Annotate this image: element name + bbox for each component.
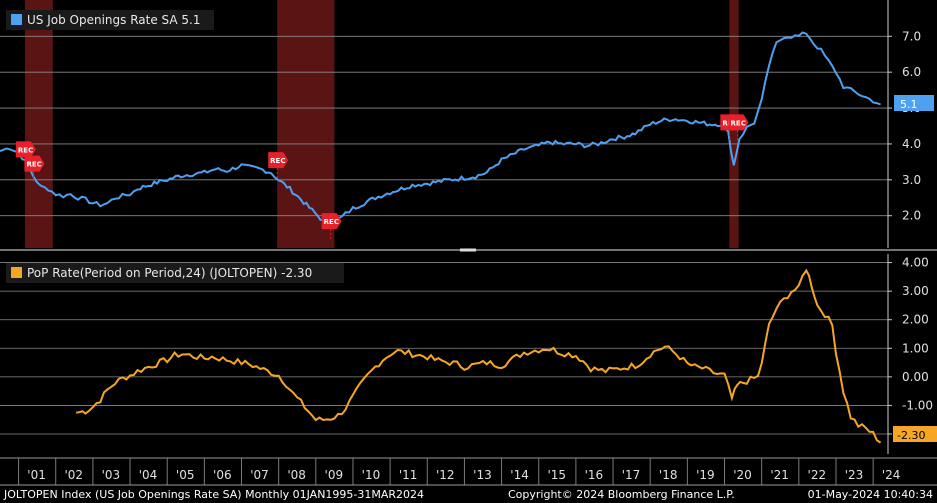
rec-marker[interactable]: REC (268, 152, 289, 181)
x-tick-label: '20 (733, 468, 752, 482)
x-tick-label: '10 (362, 468, 381, 482)
x-tick-label: '17 (622, 468, 641, 482)
y-tick-label: 6.0 (902, 65, 921, 79)
rec-marker-label: REC (270, 157, 285, 165)
top-legend-swatch (11, 14, 22, 25)
rec-marker[interactable]: REC (24, 155, 45, 184)
top-legend-box (6, 10, 214, 30)
x-tick-label: '06 (213, 468, 232, 482)
rec-marker-flag (268, 152, 289, 169)
top-badge-value: 5.1 (900, 98, 918, 111)
bottom-panel: -2.00-1.000.001.002.003.004.00 PoP Rate(… (0, 254, 937, 454)
rec-marker-flag (321, 213, 342, 230)
x-tick-label: '08 (287, 468, 306, 482)
rec-marker-flag (24, 155, 45, 172)
recession-band (24, 0, 53, 248)
x-tick-label: '19 (696, 468, 715, 482)
rec-marker-label: REC (324, 218, 339, 226)
x-tick-label: '02 (64, 468, 83, 482)
top-y-axis: 2.03.04.05.06.07.0 (887, 0, 921, 248)
rec-marker-label: REC (18, 146, 33, 154)
bottom-y-axis: -2.00-1.000.001.002.003.004.00 (887, 254, 933, 454)
rec-marker[interactable]: REC (321, 213, 342, 242)
rec-marker[interactable]: REC (728, 114, 749, 143)
x-tick-label: '03 (102, 468, 121, 482)
top-legend-label: US Job Openings Rate SA 5.1 (27, 13, 200, 27)
x-tick-label: '11 (399, 468, 418, 482)
y-tick-label: 2.0 (902, 209, 921, 223)
job-openings-rate-line (0, 31, 881, 226)
x-tick-label: '21 (770, 468, 789, 482)
y-tick-label: 4.00 (902, 256, 929, 270)
bottom-legend[interactable]: PoP Rate(Period on Period,24) (JOLTOPEN)… (6, 263, 344, 283)
footer-index-info: JOLTOPEN Index (US Job Openings Rate SA)… (3, 488, 424, 501)
y-tick-label: 3.00 (902, 284, 929, 298)
footer-copyright: Copyright© 2024 Bloomberg Finance L.P. (508, 488, 735, 501)
top-gridlines (0, 35, 888, 217)
y-tick-label: 0.00 (902, 370, 929, 384)
bottom-legend-box (6, 263, 344, 283)
rec-marker-flag (15, 141, 36, 158)
bottom-badge-bg (893, 426, 937, 442)
y-tick-label: 1.00 (902, 341, 929, 355)
y-tick-label: 4.0 (902, 137, 921, 151)
x-tick-label: '16 (585, 468, 604, 482)
bottom-last-value-badge: -2.30 (893, 426, 937, 442)
top-legend[interactable]: US Job Openings Rate SA 5.1 (6, 10, 214, 30)
footer-timestamp: 01-May-2024 10:40:34 (808, 488, 933, 501)
bottom-legend-swatch (11, 267, 22, 278)
pop-rate-line (76, 268, 882, 444)
recession-bands (24, 0, 739, 248)
bottom-legend-label: PoP Rate(Period on Period,24) (JOLTOPEN)… (27, 266, 312, 280)
top-panel: 2.03.04.05.06.07.0 RECRECRECRECRECREC US… (0, 0, 934, 248)
x-tick-label: '23 (845, 468, 864, 482)
x-tick-label: '05 (176, 468, 195, 482)
x-tick-label: '14 (510, 468, 529, 482)
x-tick-label: '04 (139, 468, 158, 482)
y-tick-label: -1.00 (902, 398, 933, 412)
x-tick-label: '12 (436, 468, 455, 482)
footer: JOLTOPEN Index (US Job Openings Rate SA)… (3, 488, 933, 501)
x-tick-label: '15 (547, 468, 566, 482)
y-tick-label: 3.0 (902, 173, 921, 187)
y-tick-label: 7.0 (902, 29, 921, 43)
rec-marker-label: REC (731, 119, 746, 127)
recession-band (277, 0, 335, 248)
recession-markers: RECRECRECRECRECREC (15, 114, 749, 242)
bottom-badge-value: -2.30 (897, 429, 925, 442)
rec-marker-flag (728, 114, 749, 131)
top-last-value-badge: 5.1 (894, 95, 934, 111)
x-tick-label: '09 (325, 468, 344, 482)
x-tick-label: '01 (27, 468, 46, 482)
x-axis: '01 '02 '03 '04 '05 '06 '07 '08 '09 '10 '11 '12 '13 '… (0, 457, 937, 486)
x-tick-label: '22 (808, 468, 827, 482)
bottom-gridlines (0, 262, 888, 435)
y-tick-label: 2.00 (902, 313, 929, 327)
top-badge-bg (894, 95, 934, 111)
x-tick-label: '18 (659, 468, 678, 482)
x-tick-label: '13 (473, 468, 492, 482)
x-tick-label: '07 (250, 468, 269, 482)
rec-marker-label: REC (26, 161, 41, 169)
x-tick-label: '24 (882, 468, 901, 482)
